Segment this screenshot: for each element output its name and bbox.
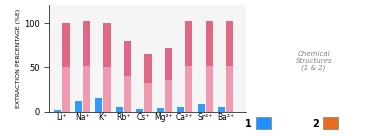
Bar [177, 107, 184, 112]
Bar [144, 83, 152, 112]
Text: 2: 2 [312, 119, 319, 129]
Bar [144, 54, 152, 112]
Text: Chemical
Structures
(1 & 2): Chemical Structures (1 & 2) [296, 51, 332, 71]
Bar [83, 66, 90, 112]
Bar [218, 107, 225, 112]
Bar [165, 48, 172, 112]
FancyBboxPatch shape [256, 117, 271, 129]
Bar [165, 48, 172, 112]
Bar [198, 104, 205, 112]
Bar [144, 54, 152, 112]
Bar [156, 108, 164, 112]
Bar [75, 101, 82, 112]
Bar [62, 23, 70, 112]
Bar [104, 67, 110, 112]
Bar [226, 21, 233, 112]
Bar [104, 23, 110, 112]
Bar [116, 107, 123, 112]
Bar [95, 98, 102, 112]
Bar [62, 67, 70, 112]
Bar [124, 41, 131, 112]
Bar [124, 76, 131, 112]
Bar [185, 21, 192, 112]
Bar [62, 23, 70, 112]
Bar [83, 21, 90, 112]
Bar [83, 21, 90, 112]
Bar [226, 21, 233, 112]
Text: 1: 1 [245, 119, 252, 129]
Bar [54, 110, 61, 112]
Bar [206, 66, 213, 112]
Bar [136, 109, 143, 112]
Bar [124, 41, 131, 112]
Bar [226, 66, 233, 112]
Bar [206, 21, 213, 112]
Bar [165, 80, 172, 112]
Bar [206, 21, 213, 112]
Bar [104, 23, 110, 112]
Bar [185, 21, 192, 112]
FancyBboxPatch shape [323, 117, 338, 129]
Bar [185, 66, 192, 112]
Y-axis label: EXTRACTION PERCENTAGE (%E): EXTRACTION PERCENTAGE (%E) [16, 9, 21, 108]
